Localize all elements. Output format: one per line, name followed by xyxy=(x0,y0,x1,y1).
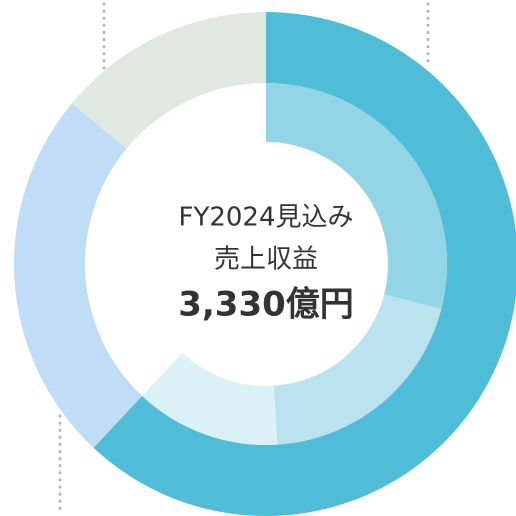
center-label: FY2024見込み xyxy=(178,203,353,233)
donut-segment xyxy=(266,83,448,310)
donut-segment xyxy=(71,12,267,149)
donut-segment xyxy=(13,103,143,448)
center-label: 売上収益 xyxy=(214,245,318,275)
rings xyxy=(13,12,516,516)
donut-segment xyxy=(273,294,442,445)
donut-segment xyxy=(142,352,278,445)
center-value: 3,330億円 xyxy=(178,285,354,325)
donut-segment xyxy=(93,12,516,516)
